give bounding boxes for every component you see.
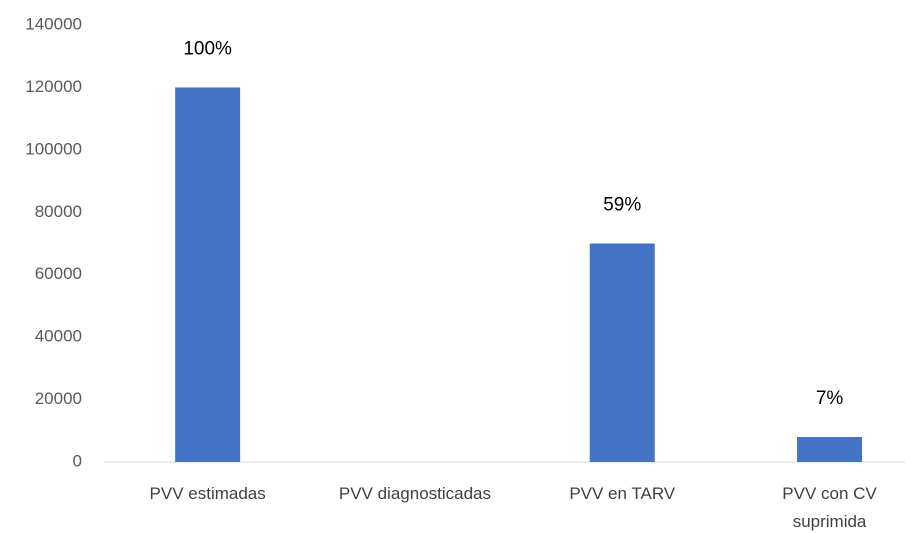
y-tick-label: 140000 — [25, 14, 82, 33]
y-tick-label: 0 — [73, 451, 82, 470]
y-tick-label: 80000 — [35, 202, 82, 221]
y-tick-label: 20000 — [35, 389, 82, 408]
data-label: 7% — [816, 388, 844, 409]
bar — [175, 87, 241, 462]
x-tick-label: PVV en TARV — [569, 484, 676, 503]
bar — [589, 243, 655, 462]
x-tick-label: PVV con CV suprimida — [782, 484, 877, 531]
data-label: 59% — [603, 195, 641, 216]
x-tick-label: PVV diagnosticadas — [338, 484, 492, 503]
y-tick-label: 100000 — [25, 139, 82, 158]
bar — [797, 437, 863, 462]
y-tick-label: 120000 — [25, 77, 82, 96]
y-tick-label: 60000 — [35, 264, 82, 283]
x-tick-label: PVV estimadas — [149, 484, 266, 503]
y-tick-label: 40000 — [35, 327, 82, 346]
data-label: 100% — [183, 38, 232, 59]
